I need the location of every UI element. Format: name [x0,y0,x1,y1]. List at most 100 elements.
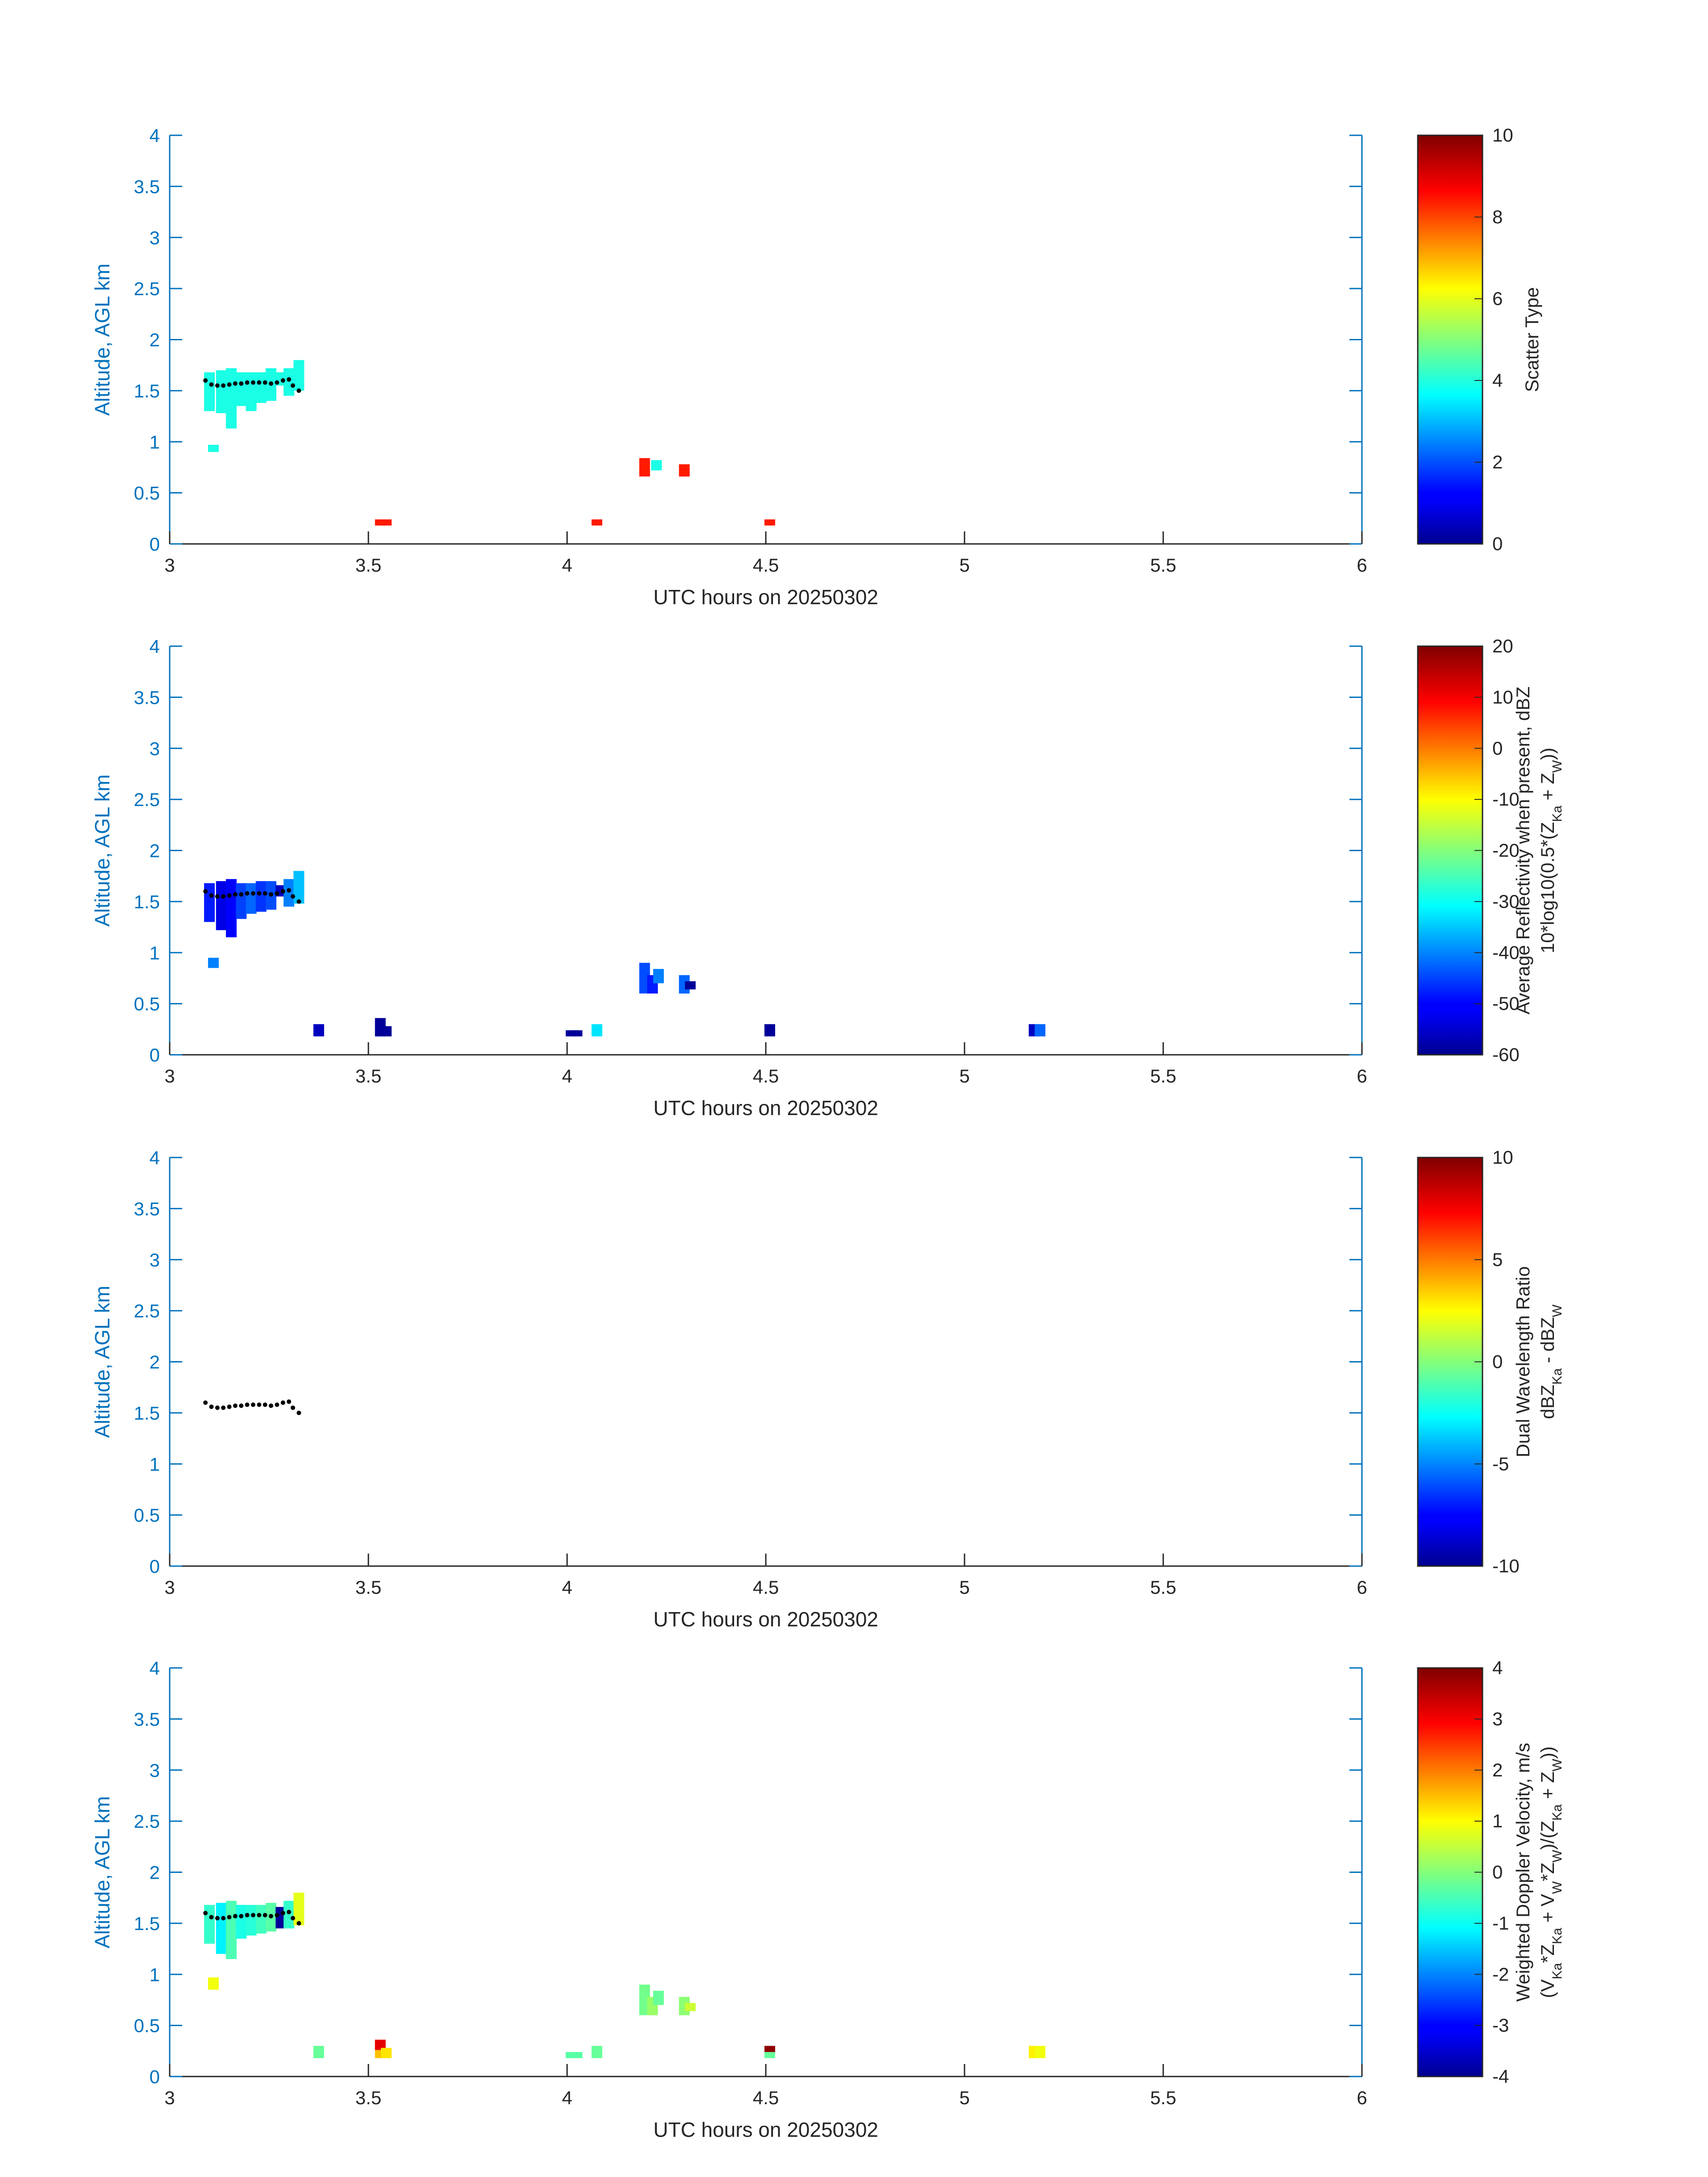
y-tick-label: 0 [150,1556,160,1577]
data-point [257,380,262,385]
y-tick-label: 2.5 [134,1811,160,1832]
x-tick-label: 5 [959,1066,969,1086]
data-cell [255,372,267,403]
data-cell [284,879,294,907]
x-tick-label: 3 [164,555,175,576]
y-tick-label: 2.5 [134,789,160,810]
y-tick-label: 0 [150,2066,160,2087]
colorbar-tick-label: 10 [1492,1147,1513,1168]
data-cell [572,2052,583,2058]
x-tick-label: 3.5 [355,555,381,576]
data-point [280,378,285,383]
data-point [268,381,273,386]
data-point [239,381,244,386]
data-cell [591,1024,602,1036]
data-cell [236,372,247,406]
data-cell [255,881,267,912]
data-cell [764,519,775,526]
data-cell [651,460,662,471]
colorbar-tick-label: -40 [1492,942,1520,963]
data-point [275,891,280,896]
colorbar-tick-label: 0 [1492,533,1503,554]
data-point [287,377,291,382]
colorbar-gradient [1417,1667,1483,2077]
y-tick-label: 1 [150,942,160,963]
data-cell [236,883,247,919]
data-point [233,381,238,386]
dot-series [203,888,301,904]
data-cell [313,1024,324,1036]
y-tick-label: 1.5 [134,380,160,401]
chart-panel-1: 0 0.5 1 1.5 2 2.5 3 3.5 4 3 3.5 4 4.5 5 5.5 6 UTC hours … [91,125,1542,609]
data-point [239,892,244,897]
x-tick-label: 3.5 [355,2087,381,2108]
data-point [233,1914,238,1918]
y-tick-label: 2.5 [134,1300,160,1321]
data-point [245,380,250,385]
data-point [245,891,250,896]
data-point [280,1911,285,1915]
data-point [268,892,273,897]
y-axis-label: Altitude, AGL km [91,263,114,416]
data-point [251,1402,255,1407]
data-cell [764,2052,775,2058]
data-cell [1035,2046,1046,2058]
colorbar-tick-label: 8 [1492,206,1503,227]
chart-panel-2: 0 0.5 1 1.5 2 2.5 3 3.5 4 3 3.5 4 4.5 5 5.5 6 UTC hours … [91,635,1565,1120]
data-point [245,1402,250,1407]
chart-panel-3: 0 0.5 1 1.5 2 2.5 3 3.5 4 3 3.5 4 4.5 5 5.5 6 UTC hours … [91,1147,1565,1631]
colorbar-tick-label: 4 [1492,1657,1503,1678]
data-cell [764,1024,775,1036]
data-point [280,889,285,894]
dot-series [203,1910,301,1926]
data-cell [685,981,696,990]
y-tick-label: 3 [150,738,160,759]
data-point [290,1405,295,1410]
colorbar-tick-label: 0 [1492,1351,1503,1372]
y-tick-label: 4 [150,1658,160,1679]
y-tick-label: 3.5 [134,1709,160,1730]
x-axis-label: UTC hours on 20250302 [653,2118,878,2141]
y-tick-label: 1.5 [134,891,160,912]
data-cell [255,1905,267,1934]
data-cell [204,1905,215,1944]
data-cell [685,2003,696,2011]
colorbar-tick-label: -5 [1492,1453,1509,1474]
x-tick-label: 4.5 [753,2087,779,2108]
data-point [233,892,238,897]
y-tick-label: 0.5 [134,994,160,1015]
data-point [209,1915,214,1920]
dot-series [203,377,301,393]
data-point [239,1914,244,1918]
x-tick-label: 3.5 [355,1577,381,1598]
data-point [203,378,208,383]
data-point [251,380,255,385]
data-cell [226,879,237,937]
data-point [290,383,295,388]
data-point [257,1402,262,1407]
colorbar-tick-label: -1 [1492,1913,1509,1934]
data-cell [284,1901,294,1929]
x-tick-label: 3 [164,1066,175,1086]
data-cell [204,372,215,411]
x-tick-label: 5 [959,555,969,576]
colorbar-tick-label: 10 [1492,125,1513,146]
data-cell [639,458,650,476]
data-cell [216,370,227,414]
x-tick-label: 4.5 [753,1577,779,1598]
x-tick-label: 4 [562,555,572,576]
data-cell [764,2046,775,2052]
colorbar-label: dBZKa - dBZW [1537,1304,1565,1419]
data-point [203,889,208,894]
data-point [268,1914,273,1918]
y-tick-label: 4 [150,125,160,146]
y-tick-label: 0 [150,534,160,555]
data-cell [246,883,257,914]
colorbar-label: Average Reflectivity when present, dBZ [1512,686,1533,1015]
y-tick-label: 3.5 [134,687,160,708]
colorbar-tick-label: 5 [1492,1249,1503,1270]
colorbar-tick-label: -20 [1492,840,1520,861]
y-tick-label: 3.5 [134,176,160,197]
data-point [275,1402,280,1407]
